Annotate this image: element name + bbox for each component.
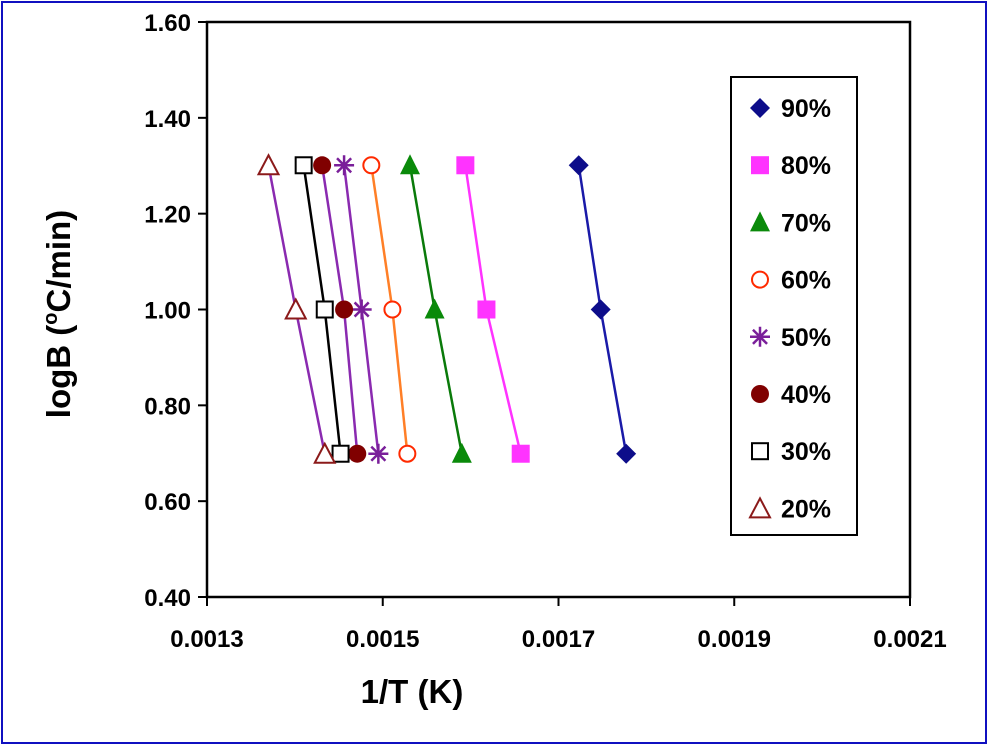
data-point-60 — [398, 444, 417, 463]
legend-label-90: 90% — [781, 95, 831, 123]
x-axis-title: 1/T (K) — [361, 673, 464, 710]
data-point-20 — [284, 297, 308, 320]
y-tick-label: 1.20 — [144, 202, 191, 229]
legend: 90% 80% 70% 60% 50% 40% 30% 20% — [730, 76, 858, 536]
x-tick-label: 0.0019 — [698, 626, 771, 653]
data-point-50 — [368, 443, 389, 464]
legend-label-60: 60% — [781, 267, 831, 295]
data-point-60 — [362, 156, 381, 175]
y-axis-title-main: logB ( — [40, 325, 77, 418]
y-tick-label: 1.00 — [144, 298, 191, 325]
data-point-40 — [348, 444, 367, 463]
legend-marker-90 — [750, 98, 770, 118]
legend-marker-30 — [751, 442, 769, 461]
data-point-30 — [331, 444, 350, 463]
legend-label-40: 40% — [781, 381, 831, 409]
data-point-70 — [399, 154, 420, 175]
legend-marker-50 — [750, 326, 770, 347]
data-point-20 — [256, 153, 281, 176]
y-tick-label: 1.40 — [144, 106, 191, 133]
legend-label-20: 20% — [781, 495, 831, 523]
x-tick-label: 0.0017 — [522, 626, 595, 653]
data-point-60 — [383, 300, 402, 319]
legend-marker-70 — [750, 211, 770, 232]
series-markers — [256, 153, 637, 464]
legend-label-80: 80% — [781, 152, 831, 180]
data-point-50 — [351, 299, 372, 320]
data-point-80 — [477, 300, 496, 319]
y-axis-title-degree: o — [40, 312, 62, 324]
legend-marker-80 — [751, 156, 769, 175]
data-point-40 — [313, 156, 332, 175]
x-tick-label: 0.0015 — [346, 626, 419, 653]
legend-marker-60 — [751, 270, 769, 289]
legend-label-70: 70% — [781, 209, 831, 237]
y-tick-label: 0.40 — [144, 585, 191, 612]
data-point-90 — [616, 443, 637, 464]
data-point-90 — [568, 155, 589, 176]
data-point-80 — [456, 156, 475, 175]
legend-label-50: 50% — [781, 324, 831, 352]
data-point-50 — [334, 155, 355, 176]
y-tick-label: 0.60 — [144, 489, 191, 516]
data-point-70 — [451, 442, 472, 463]
data-point-70 — [424, 298, 445, 319]
x-tick-label: 0.0021 — [873, 626, 946, 653]
legend-marker-40 — [751, 385, 769, 403]
data-point-90 — [590, 299, 611, 320]
data-point-40 — [335, 300, 354, 319]
y-axis-ticks: 0.40 0.60 0.80 1.00 1.20 1.40 1.60 — [144, 10, 207, 612]
data-point-30 — [315, 300, 334, 319]
y-tick-label: 1.60 — [144, 10, 191, 37]
legend-box — [730, 76, 858, 536]
y-axis-title-unit: C/min) — [40, 210, 77, 313]
legend-marker-20 — [748, 496, 772, 519]
y-axis-title: logB (oC/min) — [40, 210, 77, 418]
x-tick-label: 0.0013 — [170, 626, 243, 653]
legend-label-30: 30% — [781, 438, 831, 466]
data-point-20 — [313, 441, 337, 464]
y-tick-label: 0.80 — [144, 393, 191, 420]
data-point-80 — [511, 444, 530, 463]
x-axis-ticks: 0.0013 0.0015 0.0017 0.0019 0.0021 — [170, 597, 947, 653]
data-point-30 — [294, 156, 313, 175]
